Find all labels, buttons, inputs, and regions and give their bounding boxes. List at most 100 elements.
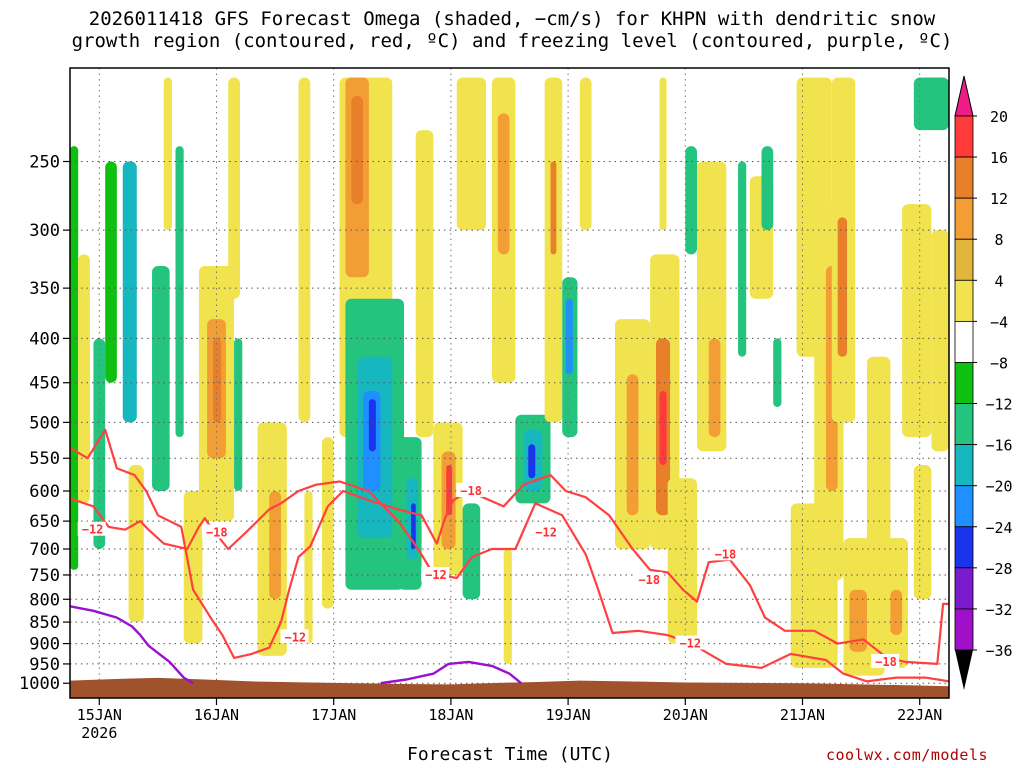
chart-title: 2026011418 GFS Forecast Omega (shaded, −… — [0, 8, 1024, 52]
omega-cell — [70, 146, 79, 570]
omega-cell — [761, 146, 774, 231]
omega-cell — [849, 589, 867, 652]
omega-cell — [667, 478, 698, 644]
y-tick-label: 950 — [29, 655, 60, 675]
colorbar-swatch — [954, 279, 974, 322]
x-axis-label: Forecast Time (UTC) — [407, 744, 613, 765]
x-tick-label: 18JAN — [428, 706, 473, 724]
x-tick-label: 20JAN — [663, 706, 708, 724]
dgz-minus18-contour — [70, 428, 949, 666]
colorbar-swatch — [954, 115, 974, 158]
omega-cell — [579, 77, 592, 231]
y-tick-label: 650 — [29, 512, 60, 532]
omega-cell — [902, 204, 932, 438]
pressure-axis: 2503003504004505005506006507007508008509… — [19, 153, 70, 694]
contour-label: −12 — [535, 526, 557, 540]
colorbar-label: −8 — [990, 354, 1008, 372]
omega-cell — [175, 146, 184, 438]
colorbar-swatch — [954, 403, 974, 446]
omega-cell — [866, 356, 891, 580]
omega-cell — [773, 338, 782, 408]
y-tick-label: 300 — [29, 221, 60, 241]
omega-cell — [411, 503, 416, 550]
colorbar-label: −32 — [985, 601, 1012, 619]
colorbar-label: −24 — [985, 519, 1012, 537]
x-tick-sublabel: 2026 — [81, 724, 117, 742]
colorbar-label: −36 — [985, 642, 1012, 660]
contour-label-bg — [421, 566, 450, 581]
omega-cell — [659, 390, 667, 466]
terrain — [70, 677, 949, 698]
contour-label: −18 — [638, 573, 660, 587]
x-tick-label: 21JAN — [780, 706, 825, 724]
y-tick-label: 350 — [29, 279, 60, 299]
colorbar-swatch — [954, 156, 974, 199]
y-tick-label: 600 — [29, 482, 60, 502]
colorbar-label: −4 — [990, 313, 1008, 331]
credit-text: coolwx.com/models — [826, 746, 989, 764]
colorbar-label: −16 — [985, 437, 1012, 455]
omega-cell — [321, 437, 334, 609]
omega-cell — [415, 130, 434, 438]
colorbar: 20 16 12 8 4 −4 −8 −12 −16 −20 −24 −28 −32 −36 — [954, 75, 1013, 690]
y-tick-label: 800 — [29, 590, 60, 610]
colorbar-bottom-arrow — [955, 650, 973, 690]
colorbar-label: 20 — [990, 108, 1008, 126]
y-tick-label: 1000 — [19, 674, 60, 694]
y-tick-label: 500 — [29, 413, 60, 433]
y-tick-label: 400 — [29, 329, 60, 349]
omega-cell — [503, 549, 512, 664]
omega-cell — [685, 146, 698, 255]
omega-cell — [550, 161, 557, 255]
omega-cell — [497, 113, 510, 255]
colorbar-swatch — [954, 320, 974, 363]
colorbar-top-arrow — [954, 75, 974, 117]
omega-cell — [234, 338, 243, 491]
contour-label-bg — [710, 546, 739, 561]
omega-shading — [70, 77, 949, 676]
freezing-level-contour — [380, 660, 522, 685]
contour-label: −18 — [206, 526, 228, 540]
omega-cell — [212, 338, 222, 423]
omega-cell — [78, 254, 90, 504]
omega-cell — [565, 298, 573, 375]
omega-cell — [163, 77, 172, 231]
y-tick-label: 700 — [29, 540, 60, 560]
colorbar-swatch — [954, 608, 974, 651]
omega-cell — [105, 161, 117, 383]
contour-label-bg — [634, 571, 663, 586]
colorbar-label: 12 — [990, 190, 1008, 208]
contour-label-bg — [871, 653, 900, 668]
contour-label: −12 — [82, 523, 104, 537]
y-tick-label: 750 — [29, 566, 60, 586]
dgz-minus12-contour — [70, 480, 949, 683]
y-tick-label: 550 — [29, 449, 60, 469]
omega-cell — [837, 217, 848, 357]
omega-cell — [890, 589, 903, 636]
contour-label: −18 — [715, 547, 737, 561]
omega-cell — [93, 338, 106, 550]
omega-cell — [708, 338, 721, 438]
y-tick-label: 850 — [29, 613, 60, 633]
omega-cell — [931, 230, 949, 452]
colorbar-swatch — [954, 238, 974, 281]
title-line-1: 2026011418 GFS Forecast Omega (shaded, −… — [88, 8, 936, 30]
colorbar-swatch — [954, 444, 974, 487]
omega-cell — [738, 161, 747, 357]
colorbar-label: 4 — [994, 272, 1003, 290]
contour-lines: −12 −18 −12 −12 −18 −12 −18 −18 −12 −18 — [70, 428, 949, 698]
omega-cell — [528, 444, 536, 479]
contour-label-bg — [531, 524, 560, 539]
colorbar-swatch — [954, 567, 974, 610]
colorbar-label: 16 — [990, 149, 1008, 167]
colorbar-swatch — [954, 485, 974, 528]
omega-cell — [351, 95, 363, 205]
omega-cell — [298, 77, 311, 423]
title-line-2: growth region (contoured, red, ºC) and f… — [71, 30, 953, 52]
omega-cell — [456, 77, 487, 231]
x-tick-label: 22JAN — [897, 706, 942, 724]
x-tick-label: 17JAN — [311, 706, 356, 724]
contour-label: −18 — [875, 655, 897, 669]
